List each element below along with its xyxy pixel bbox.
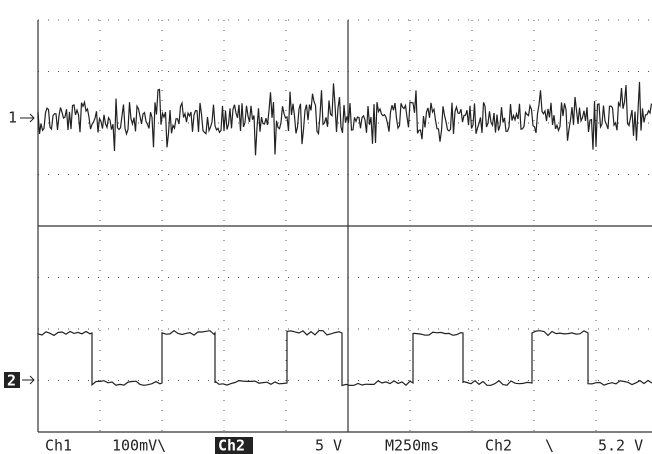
timebase: M250ms — [385, 437, 439, 454]
ch2-scale: 5 V — [315, 437, 342, 454]
trigger-slope: \ — [545, 437, 554, 454]
ch2-arrow — [22, 375, 35, 385]
ch1-scale: 100mV\ — [112, 437, 166, 454]
ch1-label: Ch1 — [45, 437, 72, 454]
ch1-marker: 1 — [8, 109, 17, 127]
ch2-label-box — [215, 437, 253, 454]
trigger-source: Ch2 — [485, 437, 512, 454]
graticule — [37, 19, 652, 433]
ch2-marker-box — [4, 372, 20, 388]
ch2-marker: 2 — [7, 372, 16, 390]
ch1-arrow — [20, 113, 35, 123]
ch2-trace — [37, 329, 652, 387]
ch1-trace — [37, 81, 652, 156]
ch2-label: Ch2 — [218, 437, 245, 454]
trigger-level: 5.2 V — [598, 437, 643, 454]
